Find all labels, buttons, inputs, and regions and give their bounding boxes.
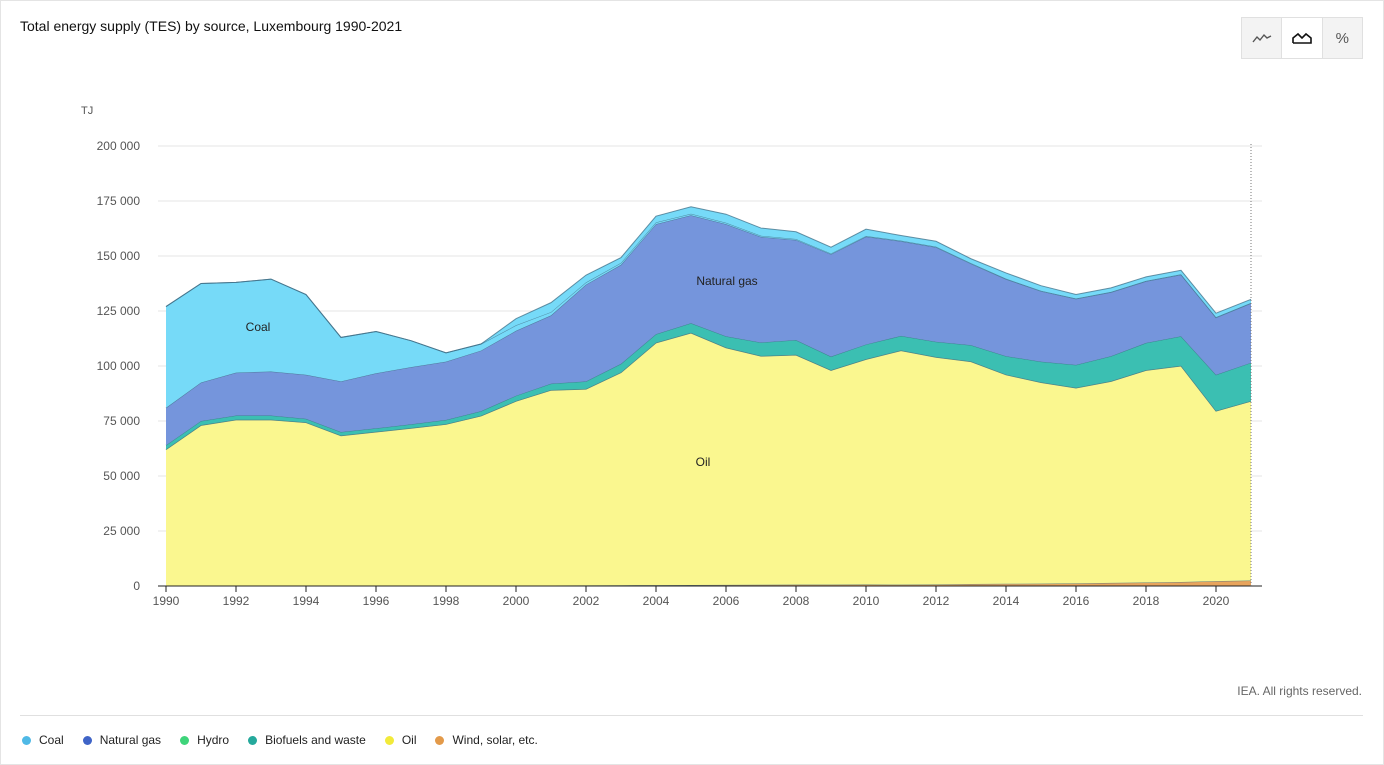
line-chart-icon [1252, 33, 1271, 43]
y-tick-label: 0 [133, 579, 140, 593]
series-line [165, 206, 1252, 354]
area-label: Oil [696, 455, 711, 469]
x-tick-label: 2002 [573, 594, 600, 608]
legend-label: Oil [401, 733, 417, 747]
x-tick-label: 1998 [433, 594, 460, 608]
area-biofuels-and-waste [166, 323, 1251, 450]
x-tick-label: 2008 [783, 594, 810, 608]
series-line [165, 322, 1252, 446]
x-tick-label: 2018 [1133, 594, 1160, 608]
x-tick-label: 2020 [1203, 594, 1230, 608]
y-tick-label: 50 000 [103, 469, 140, 483]
area-label: Coal [246, 320, 271, 334]
legend-dot-icon [435, 735, 445, 745]
y-tick-label: 75 000 [103, 414, 140, 428]
legend-label: Biofuels and waste [265, 733, 366, 747]
area-oil [166, 333, 1251, 586]
x-tick-label: 2012 [923, 594, 950, 608]
legend-label: Coal [39, 733, 64, 747]
legend-dot-icon [180, 735, 190, 745]
x-tick-label: 1994 [293, 594, 320, 608]
area-wind-solar-etc- [166, 580, 1251, 586]
y-tick-label: 200 000 [97, 139, 141, 153]
legend-item[interactable]: Biofuels and waste [248, 733, 366, 747]
y-tick-label: 150 000 [97, 249, 141, 263]
area-natural-gas [166, 215, 1251, 446]
legend-label: Hydro [197, 733, 230, 747]
legend-item[interactable]: Natural gas [82, 733, 162, 747]
x-tick-label: 2016 [1063, 594, 1090, 608]
legend-dot-icon [82, 735, 92, 745]
area-coal [166, 213, 1251, 408]
legend-label: Natural gas [99, 733, 162, 747]
chart-legend: Coal Natural gas Hydro Biofuels and waste Oi… [22, 733, 557, 747]
percent-chart-button[interactable]: % [1321, 18, 1362, 58]
legend-item[interactable]: Hydro [180, 733, 229, 747]
area-chart-button[interactable] [1281, 18, 1322, 58]
y-tick-label: 175 000 [97, 194, 141, 208]
area-label: Natural gas [696, 274, 757, 288]
legend-item[interactable]: Coal [22, 733, 64, 747]
legend-item[interactable]: Wind, solar, etc. [435, 733, 538, 747]
legend-divider [20, 715, 1363, 716]
y-tick-label: 100 000 [97, 359, 141, 373]
chart-type-toggle: % [1241, 17, 1363, 59]
chart-title: Total energy supply (TES) by source, Lux… [20, 18, 403, 34]
percent-label: % [1335, 29, 1349, 47]
x-tick-label: 1992 [223, 594, 250, 608]
legend-label: Wind, solar, etc. [452, 733, 538, 747]
x-tick-label: 2010 [853, 594, 880, 608]
x-tick-label: 2006 [713, 594, 740, 608]
x-tick-label: 1996 [363, 594, 390, 608]
area-chart-icon [1292, 32, 1312, 44]
y-tick-label: 25 000 [103, 524, 140, 538]
legend-dot-icon [248, 735, 258, 745]
y-tick-label: 125 000 [97, 304, 141, 318]
y-axis-unit: TJ [81, 105, 93, 117]
line-chart-button[interactable] [1242, 18, 1281, 58]
legend-dot-icon [384, 735, 394, 745]
x-tick-label: 2000 [503, 594, 530, 608]
x-tick-label: 1990 [153, 594, 180, 608]
legend-item[interactable]: Oil [384, 733, 417, 747]
x-tick-label: 2014 [993, 594, 1020, 608]
credit-text: IEA. All rights reserved. [1237, 684, 1362, 698]
x-tick-label: 2004 [643, 594, 670, 608]
legend-dot-icon [22, 735, 31, 745]
